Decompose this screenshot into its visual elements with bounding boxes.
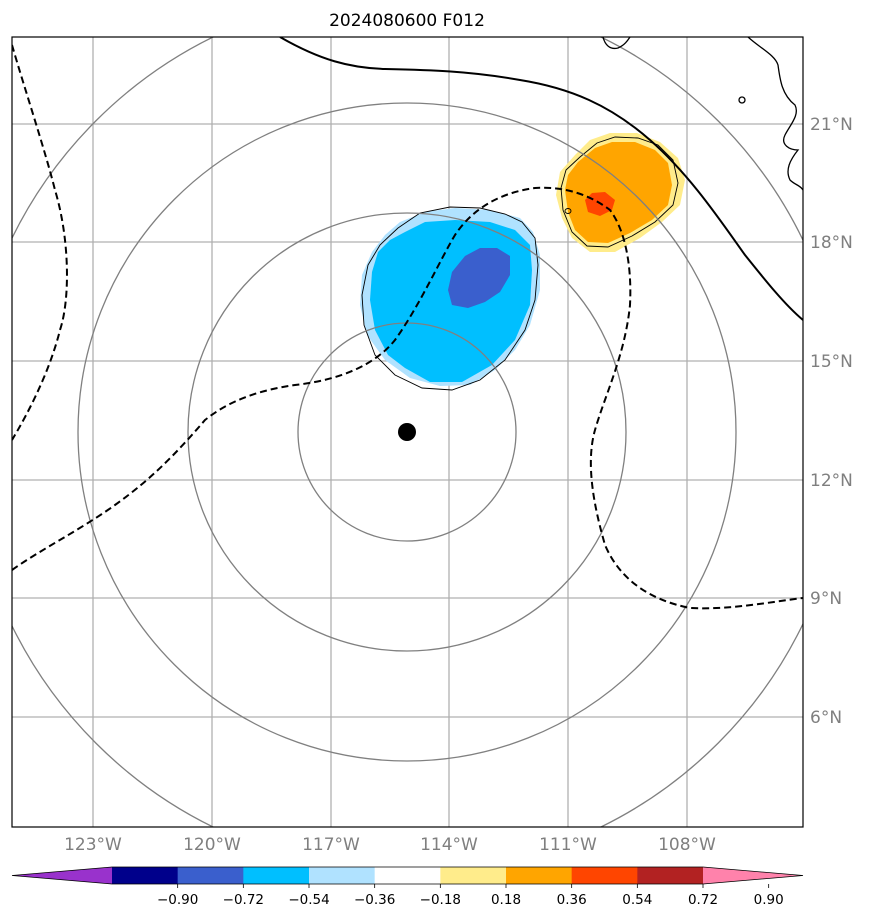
colorbar-segment <box>374 867 441 884</box>
island <box>738 96 746 104</box>
range-rings <box>12 37 803 827</box>
anomaly-contour-small <box>564 208 572 214</box>
colorbar-tick-label: 0.72 <box>688 892 718 908</box>
colorbar-tick-label: −0.36 <box>354 892 395 908</box>
colorbar-segment <box>440 867 507 884</box>
lon-label-111w: 111°W <box>539 835 597 855</box>
coastline-east <box>747 37 803 191</box>
lat-label-6n: 6°N <box>810 708 842 728</box>
figure-title: 2024080600 F012 <box>329 11 485 31</box>
colorbar-tick-label: 0.18 <box>491 892 521 908</box>
coastline <box>602 37 803 191</box>
range-ring-3 <box>77 102 737 762</box>
lat-label-12n: 12°N <box>810 471 853 491</box>
lat-label-9n: 9°N <box>810 589 842 609</box>
colorbar-tick-label: 0.54 <box>622 892 652 908</box>
range-ring-4 <box>12 37 803 827</box>
lon-label-114w: 114°W <box>420 835 478 855</box>
colorbar-tick-label: −0.90 <box>157 892 198 908</box>
lon-label-117w: 117°W <box>302 835 360 855</box>
lon-label-123w: 123°W <box>64 835 122 855</box>
colorbar-segment <box>506 867 573 884</box>
colorbar-segment <box>243 867 310 884</box>
colorbar-tick-label: −0.54 <box>288 892 329 908</box>
storm-center-marker <box>398 423 416 441</box>
lon-label-120w: 120°W <box>183 835 241 855</box>
anomaly-fill-royal-blue <box>448 248 510 308</box>
colorbar: −0.90 −0.72 −0.54 −0.36 −0.18 0.18 0.36 0.54 0.7… <box>11 866 804 908</box>
colorbar-segment <box>177 867 244 884</box>
colorbar-segment <box>112 867 179 884</box>
map-area <box>12 37 803 827</box>
anomaly-contour-negative <box>361 206 539 391</box>
anomaly-contour-positive <box>560 136 679 248</box>
dashed-contour-center <box>12 186 803 610</box>
colorbar-extend-low <box>12 867 112 884</box>
map-frame <box>11 36 804 828</box>
colorbar-tick-label: −0.72 <box>223 892 264 908</box>
range-ring-2 <box>187 212 627 652</box>
colorbar-tick-label: 0.36 <box>557 892 587 908</box>
positive-anomaly <box>556 133 685 252</box>
negative-anomaly <box>360 206 540 391</box>
colorbar-segment <box>309 867 376 884</box>
dashed-contours <box>12 44 803 610</box>
solid-contour <box>279 37 803 321</box>
colorbar-segment <box>571 867 638 884</box>
lon-labels: 123°W 120°W 117°W 114°W 111°W 108°W <box>64 835 716 855</box>
colorbar-segment <box>637 867 704 884</box>
coastline-north <box>602 37 631 50</box>
colorbar-outline <box>11 866 804 885</box>
lat-label-15n: 15°N <box>810 352 853 372</box>
dashed-contour-west <box>12 44 68 441</box>
lon-label-108w: 108°W <box>658 835 716 855</box>
colorbar-tick-label: 0.90 <box>754 892 784 908</box>
lat-label-21n: 21°N <box>810 115 853 135</box>
lat-label-18n: 18°N <box>810 233 853 253</box>
colorbar-tick-label: −0.18 <box>420 892 461 908</box>
lat-labels: 21°N 18°N 15°N 12°N 9°N 6°N <box>810 115 853 728</box>
anomaly-fill-orange <box>565 142 672 243</box>
colorbar-extend-high <box>703 867 803 884</box>
